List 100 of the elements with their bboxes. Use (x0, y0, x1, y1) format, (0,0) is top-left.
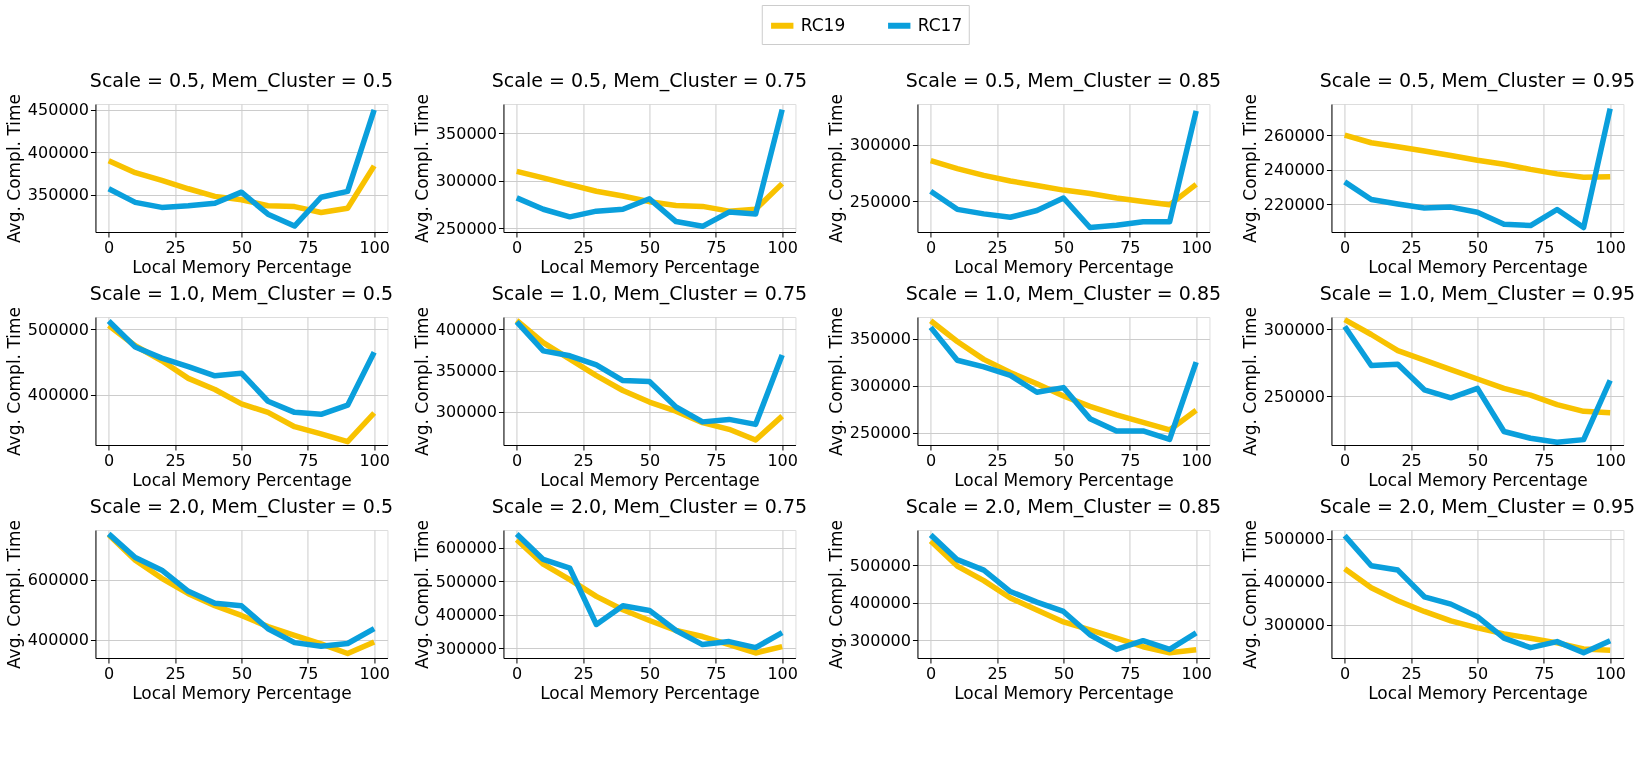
y-tick-label: 300000 (849, 135, 911, 155)
y-tick-label: 400000 (435, 319, 497, 339)
x-tick-label: 100 (767, 450, 798, 470)
x-tick-label: 100 (1181, 450, 1212, 470)
x-tick-label: 50 (1467, 663, 1489, 683)
y-axis-title: Avg. Compl. Time (3, 93, 24, 244)
chart-title: Scale = 1.0, Mem_Cluster = 0.5 (89, 282, 394, 306)
y-tick-label: 250000 (435, 218, 497, 238)
x-tick-label: 50 (1053, 237, 1075, 257)
x-tick-label: 50 (1467, 450, 1489, 470)
y-axis-title: Avg. Compl. Time (411, 93, 432, 244)
x-tick-label: 50 (231, 663, 253, 683)
x-tick-label: 75 (298, 663, 319, 683)
legend-label: RC17 (917, 14, 963, 35)
y-tick-label: 500000 (849, 555, 911, 575)
y-tick-label: 400000 (435, 605, 497, 625)
x-tick-label: 0 (926, 237, 937, 257)
chart-title: Scale = 0.5, Mem_Cluster = 0.5 (89, 69, 394, 93)
x-tick-label: 25 (165, 663, 186, 683)
y-tick-label: 500000 (435, 571, 497, 591)
x-tick-label: 75 (1120, 663, 1141, 683)
y-tick-label: 500000 (27, 319, 89, 339)
x-tick-label: 0 (512, 237, 523, 257)
y-tick-label: 250000 (849, 191, 911, 211)
chart-title: Scale = 0.5, Mem_Cluster = 0.75 (491, 69, 808, 93)
x-axis-title: Local Memory Percentage (540, 682, 760, 703)
x-axis-title: Local Memory Percentage (1368, 469, 1588, 490)
x-tick-label: 0 (104, 663, 115, 683)
y-tick-label: 250000 (849, 423, 911, 443)
y-tick-label: 300000 (435, 402, 497, 422)
x-tick-label: 75 (706, 237, 727, 257)
chart-title: Scale = 2.0, Mem_Cluster = 0.85 (905, 495, 1222, 519)
x-tick-label: 25 (987, 450, 1008, 470)
x-tick-label: 0 (926, 663, 937, 683)
x-tick-label: 100 (1595, 450, 1626, 470)
x-tick-label: 75 (1534, 450, 1555, 470)
y-tick-label: 400000 (1263, 572, 1325, 592)
x-tick-label: 25 (1401, 450, 1422, 470)
y-axis-title: Avg. Compl. Time (1239, 519, 1260, 670)
y-tick-label: 500000 (1263, 529, 1325, 549)
x-axis-title: Local Memory Percentage (954, 256, 1174, 277)
x-tick-label: 0 (1340, 237, 1351, 257)
x-axis-title: Local Memory Percentage (1368, 256, 1588, 277)
y-axis-title: Avg. Compl. Time (3, 519, 24, 670)
x-tick-label: 50 (1467, 237, 1489, 257)
x-tick-label: 50 (231, 237, 253, 257)
y-tick-label: 300000 (1263, 319, 1325, 339)
y-tick-label: 300000 (849, 630, 911, 650)
x-tick-label: 50 (231, 450, 253, 470)
y-axis-title: Avg. Compl. Time (825, 519, 846, 670)
x-tick-label: 75 (706, 663, 727, 683)
x-tick-label: 100 (359, 663, 390, 683)
x-tick-label: 100 (767, 663, 798, 683)
x-tick-label: 100 (1595, 237, 1626, 257)
x-tick-label: 50 (639, 237, 661, 257)
y-tick-label: 240000 (1263, 160, 1325, 180)
x-tick-label: 0 (104, 450, 115, 470)
x-tick-label: 100 (359, 237, 390, 257)
legend-label: RC19 (800, 14, 846, 35)
x-axis-title: Local Memory Percentage (132, 256, 352, 277)
x-axis-title: Local Memory Percentage (540, 256, 760, 277)
x-tick-label: 100 (767, 237, 798, 257)
x-tick-label: 75 (298, 450, 319, 470)
x-tick-label: 75 (298, 237, 319, 257)
y-tick-label: 220000 (1263, 194, 1325, 214)
y-tick-label: 350000 (435, 361, 497, 381)
y-tick-label: 600000 (435, 538, 497, 558)
y-axis-title: Avg. Compl. Time (411, 306, 432, 457)
x-tick-label: 0 (104, 237, 115, 257)
y-tick-label: 300000 (435, 638, 497, 658)
chart-title: Scale = 0.5, Mem_Cluster = 0.95 (1319, 69, 1636, 93)
y-axis-title: Avg. Compl. Time (825, 306, 846, 457)
chart-title: Scale = 2.0, Mem_Cluster = 0.95 (1319, 495, 1636, 519)
chart-title: Scale = 1.0, Mem_Cluster = 0.85 (905, 282, 1222, 306)
x-axis-title: Local Memory Percentage (132, 469, 352, 490)
x-tick-label: 25 (573, 663, 594, 683)
x-tick-label: 25 (1401, 663, 1422, 683)
y-tick-label: 450000 (27, 100, 89, 120)
chart-title: Scale = 1.0, Mem_Cluster = 0.75 (491, 282, 808, 306)
y-tick-label: 400000 (27, 630, 89, 650)
y-axis-title: Avg. Compl. Time (411, 519, 432, 670)
x-tick-label: 0 (512, 663, 523, 683)
y-tick-label: 250000 (1263, 386, 1325, 406)
y-tick-label: 300000 (1263, 615, 1325, 635)
x-tick-label: 75 (706, 450, 727, 470)
x-axis-title: Local Memory Percentage (954, 469, 1174, 490)
x-tick-label: 0 (926, 450, 937, 470)
x-tick-label: 50 (1053, 450, 1075, 470)
y-axis-title: Avg. Compl. Time (1239, 306, 1260, 457)
x-tick-label: 75 (1120, 450, 1141, 470)
y-tick-label: 350000 (27, 185, 89, 205)
x-axis-title: Local Memory Percentage (1368, 682, 1588, 703)
y-tick-label: 350000 (849, 329, 911, 349)
chart-title: Scale = 2.0, Mem_Cluster = 0.5 (89, 495, 394, 519)
y-tick-label: 600000 (27, 570, 89, 590)
x-tick-label: 25 (987, 663, 1008, 683)
x-tick-label: 25 (165, 450, 186, 470)
x-tick-label: 0 (1340, 663, 1351, 683)
x-tick-label: 50 (1053, 663, 1075, 683)
x-tick-label: 25 (1401, 237, 1422, 257)
